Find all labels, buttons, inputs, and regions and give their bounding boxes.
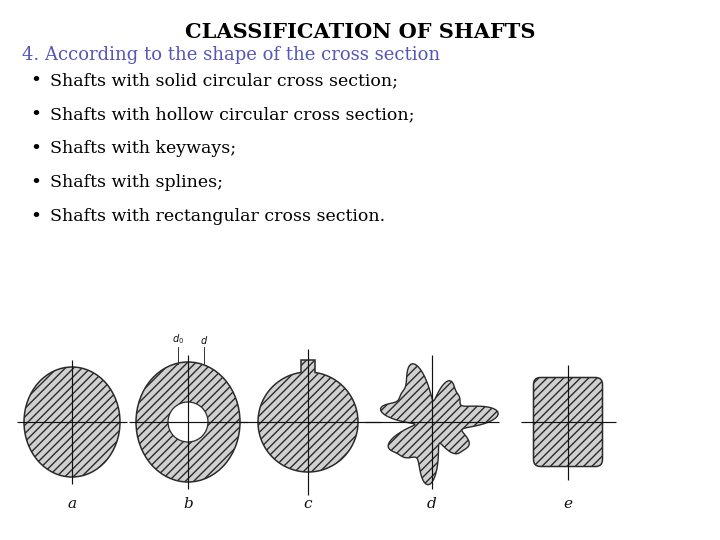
Polygon shape — [381, 364, 498, 485]
Text: CLASSIFICATION OF SHAFTS: CLASSIFICATION OF SHAFTS — [185, 22, 535, 42]
Text: •: • — [30, 208, 41, 226]
Text: •: • — [30, 174, 41, 192]
Text: a: a — [68, 497, 76, 511]
FancyBboxPatch shape — [534, 377, 603, 467]
Text: c: c — [304, 497, 312, 511]
Text: Shafts with rectangular cross section.: Shafts with rectangular cross section. — [50, 208, 385, 225]
Text: Shafts with solid circular cross section;: Shafts with solid circular cross section… — [50, 72, 398, 89]
Text: •: • — [30, 72, 41, 90]
Polygon shape — [258, 360, 358, 472]
Ellipse shape — [24, 367, 120, 477]
Ellipse shape — [136, 362, 240, 482]
Text: 4. According to the shape of the cross section: 4. According to the shape of the cross s… — [22, 46, 440, 64]
Text: Shafts with hollow circular cross section;: Shafts with hollow circular cross sectio… — [50, 106, 415, 123]
Text: $d_0$: $d_0$ — [172, 332, 184, 346]
Text: e: e — [564, 497, 572, 511]
Text: Shafts with keyways;: Shafts with keyways; — [50, 140, 236, 157]
Text: •: • — [30, 140, 41, 158]
Text: d: d — [427, 497, 437, 511]
Circle shape — [168, 402, 208, 442]
Text: b: b — [183, 497, 193, 511]
Text: •: • — [30, 106, 41, 124]
Text: Shafts with splines;: Shafts with splines; — [50, 174, 223, 191]
Text: $d$: $d$ — [200, 334, 208, 346]
